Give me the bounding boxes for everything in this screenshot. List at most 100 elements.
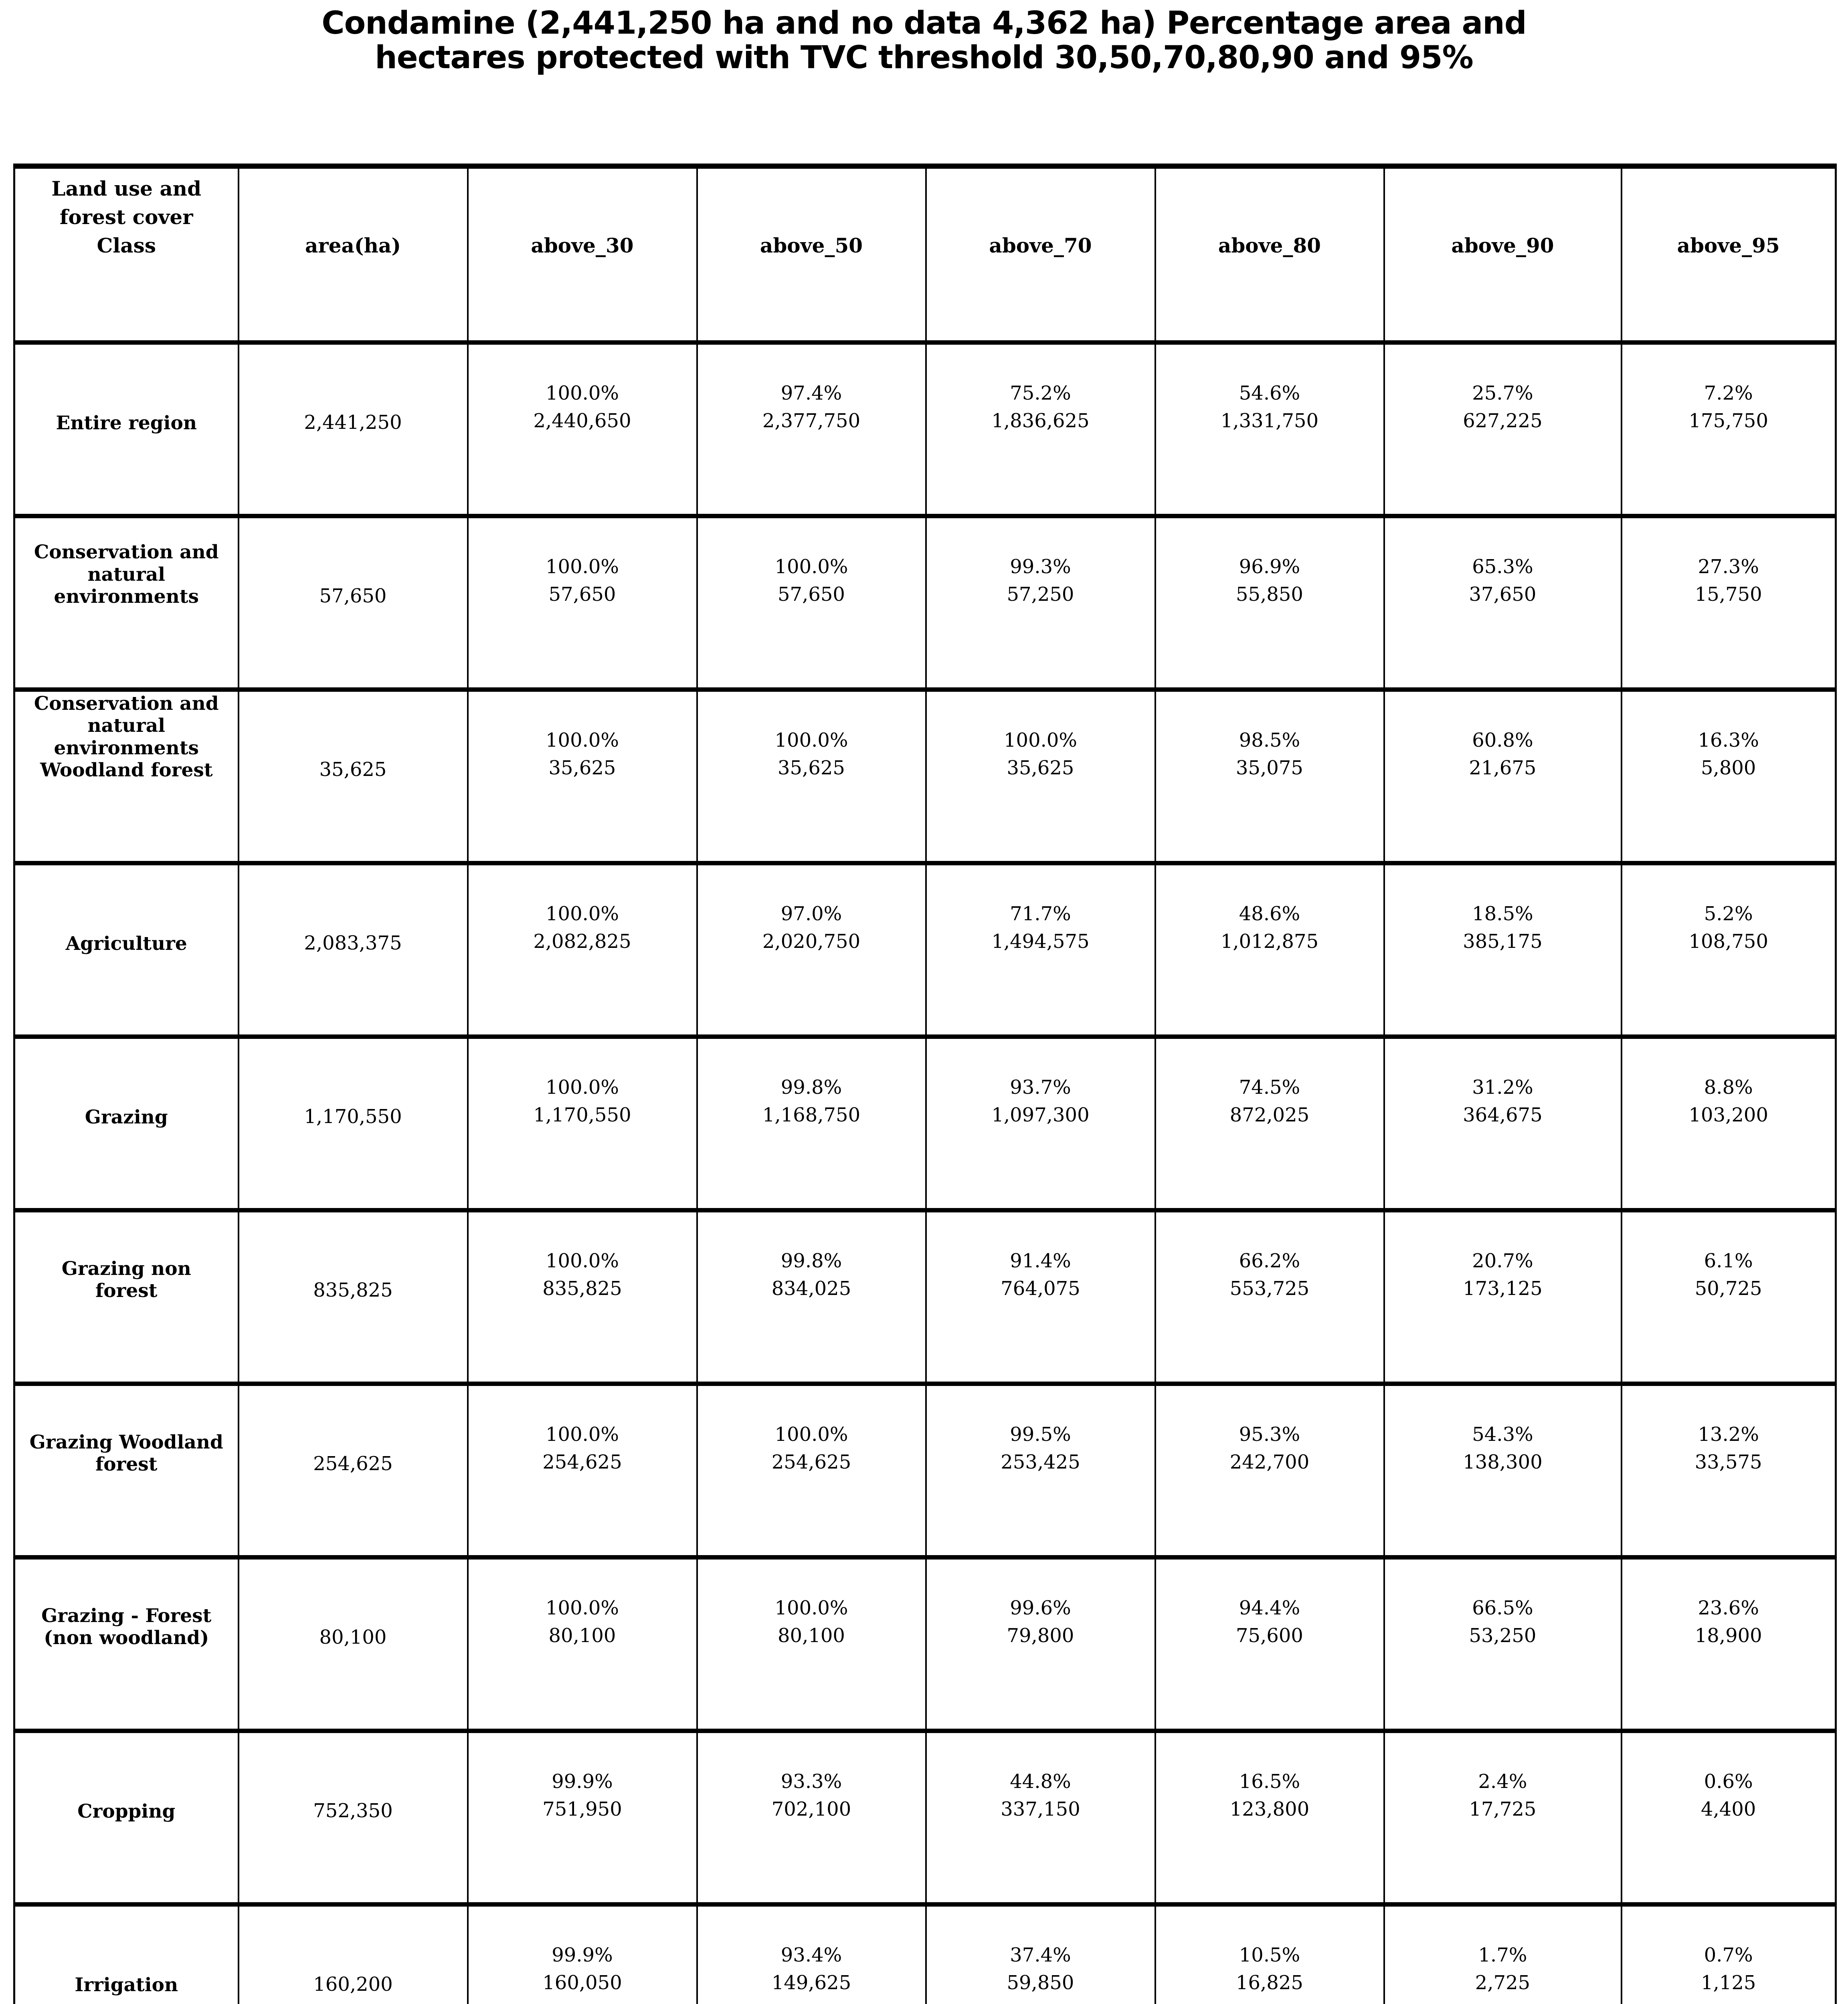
ha-value: 1,494,575	[991, 930, 1090, 953]
threshold-cell: 71.7% 1,494,575	[925, 863, 1155, 1037]
area-value: 752,350	[313, 1800, 393, 1822]
landuse-class-cell: Grazing - Forest (non woodland)	[14, 1558, 239, 1731]
threshold-cell: 27.3% 15,750	[1620, 516, 1836, 690]
pct-value: 16.3%	[1698, 729, 1759, 752]
ha-value: 553,725	[1229, 1277, 1310, 1300]
threshold-cell: 5.2% 108,750	[1620, 863, 1836, 1037]
landuse-class-label: Conservation and natural environments	[34, 541, 219, 608]
area-cell: 752,350	[237, 1731, 468, 1905]
pct-value: 97.0%	[780, 903, 842, 925]
area-cell: 160,200	[237, 1904, 468, 2004]
pct-ha-pair: 2.4% 17,725	[1388, 1768, 1618, 1822]
pct-value: 10.5%	[1239, 1944, 1300, 1967]
threshold-cell: 37.4% 59,850	[925, 1904, 1155, 2004]
ha-value: 835,825	[542, 1277, 622, 1300]
threshold-cell: 66.5% 53,250	[1383, 1557, 1622, 1731]
landuse-class-label: Entire region	[56, 412, 197, 434]
pct-value: 7.2%	[1704, 382, 1753, 405]
pct-ha-pair: 65.3% 37,650	[1388, 553, 1618, 608]
ha-value: 59,850	[1007, 1971, 1074, 1994]
pct-value: 93.3%	[780, 1770, 842, 1793]
pct-ha-pair: 99.3% 57,250	[930, 553, 1151, 608]
pct-value: 100.0%	[1003, 729, 1078, 752]
threshold-cell: 74.5% 872,025	[1154, 1036, 1384, 1210]
pct-value: 74.5%	[1239, 1076, 1300, 1099]
pct-ha-pair: 66.5% 53,250	[1388, 1594, 1618, 1649]
pct-value: 8.8%	[1704, 1076, 1753, 1099]
table-row: Agriculture 2,083,375 100.0% 2,082,825 97.0%…	[14, 863, 1836, 1037]
pct-value: 99.6%	[1010, 1597, 1071, 1620]
pct-value: 95.3%	[1239, 1423, 1300, 1446]
threshold-cell: 60.8% 21,675	[1383, 689, 1622, 863]
pct-ha-pair: 25.7% 627,225	[1388, 380, 1618, 434]
threshold-cell: 97.4% 2,377,750	[696, 342, 926, 516]
threshold-cell: 100.0% 2,440,650	[467, 342, 697, 516]
threshold-cell: 100.0% 35,625	[696, 689, 926, 863]
threshold-cell: 20.7% 173,125	[1383, 1210, 1622, 1384]
pct-ha-pair: 71.7% 1,494,575	[930, 900, 1151, 955]
ha-value: 5,800	[1701, 756, 1756, 779]
pct-value: 99.9%	[552, 1944, 613, 1967]
ha-value: 364,675	[1463, 1103, 1543, 1126]
ha-value: 17,725	[1469, 1798, 1537, 1820]
ha-value: 2,725	[1475, 1971, 1531, 1994]
header-label: above_95	[1677, 233, 1780, 257]
area-value: 1,170,550	[304, 1105, 402, 1128]
threshold-cell: 65.3% 37,650	[1383, 516, 1622, 690]
ha-value: 751,950	[542, 1798, 622, 1820]
pct-value: 94.4%	[1239, 1597, 1300, 1620]
header-label: above_50	[760, 233, 863, 257]
ha-value: 627,225	[1463, 409, 1543, 432]
ha-value: 18,900	[1694, 1624, 1762, 1647]
table-row: Grazing 1,170,550 100.0% 1,170,550 99.8% 1,16…	[14, 1036, 1836, 1210]
threshold-cell: 16.5% 123,800	[1154, 1731, 1384, 1905]
header-cell-above-80: above_80	[1154, 166, 1384, 343]
pct-ha-pair: 97.4% 2,377,750	[701, 380, 922, 434]
pct-ha-pair: 100.0% 2,082,825	[472, 900, 693, 955]
threshold-cell: 99.8% 834,025	[696, 1210, 926, 1384]
landuse-class-label: Irrigation	[75, 1974, 178, 1996]
threshold-cell: 93.4% 149,625	[696, 1904, 926, 2004]
threshold-cell: 100.0% 35,625	[467, 689, 697, 863]
area-cell: 80,100	[237, 1557, 468, 1731]
threshold-cell: 99.3% 57,250	[925, 516, 1155, 690]
ha-value: 2,020,750	[762, 930, 861, 953]
ha-value: 103,200	[1688, 1103, 1769, 1126]
landuse-class-cell: Irrigation	[14, 1905, 239, 2004]
ha-value: 33,575	[1694, 1450, 1762, 1473]
page-title-line-1: Condamine (2,441,250 ha and no data 4,36…	[321, 5, 1527, 41]
table-row: Grazing Woodland forest 254,625 100.0% 254,…	[14, 1384, 1836, 1558]
pct-value: 2.4%	[1478, 1770, 1527, 1793]
ha-value: 35,075	[1236, 756, 1303, 779]
ha-value: 2,082,825	[533, 930, 631, 953]
threshold-cell: 66.2% 553,725	[1154, 1210, 1384, 1384]
pct-ha-pair: 0.7% 1,125	[1626, 1941, 1832, 1996]
pct-ha-pair: 23.6% 18,900	[1626, 1594, 1832, 1649]
header-label: Land use and forest cover Class	[51, 176, 202, 257]
threshold-cell: 25.7% 627,225	[1383, 342, 1622, 516]
ha-value: 80,100	[778, 1624, 845, 1647]
table-row: Cropping 752,350 99.9% 751,950 93.3% 702,100 4…	[14, 1731, 1836, 1905]
pct-value: 93.7%	[1010, 1076, 1071, 1099]
pct-value: 100.0%	[545, 729, 619, 752]
pct-value: 71.7%	[1010, 903, 1071, 925]
area-value: 2,441,250	[304, 411, 402, 434]
ha-value: 138,300	[1463, 1450, 1543, 1473]
pct-value: 93.4%	[780, 1944, 842, 1967]
area-cell: 57,650	[237, 516, 468, 690]
pct-ha-pair: 60.8% 21,675	[1388, 727, 1618, 781]
landuse-class-cell: Grazing Woodland forest	[14, 1384, 239, 1558]
ha-value: 1,836,625	[991, 409, 1090, 432]
threshold-cell: 100.0% 835,825	[467, 1210, 697, 1384]
pct-ha-pair: 75.2% 1,836,625	[930, 380, 1151, 434]
pct-ha-pair: 97.0% 2,020,750	[701, 900, 922, 955]
ha-value: 80,100	[548, 1624, 616, 1647]
pct-ha-pair: 100.0% 57,650	[472, 553, 693, 608]
threshold-cell: 99.9% 160,050	[467, 1904, 697, 2004]
ha-value: 55,850	[1236, 583, 1303, 606]
ha-value: 57,650	[778, 583, 845, 606]
pct-value: 66.2%	[1239, 1250, 1300, 1273]
threshold-cell: 31.2% 364,675	[1383, 1036, 1622, 1210]
pct-ha-pair: 74.5% 872,025	[1159, 1074, 1380, 1128]
table-body: Entire region 2,441,250 100.0% 2,440,650 97.…	[14, 342, 1836, 2004]
